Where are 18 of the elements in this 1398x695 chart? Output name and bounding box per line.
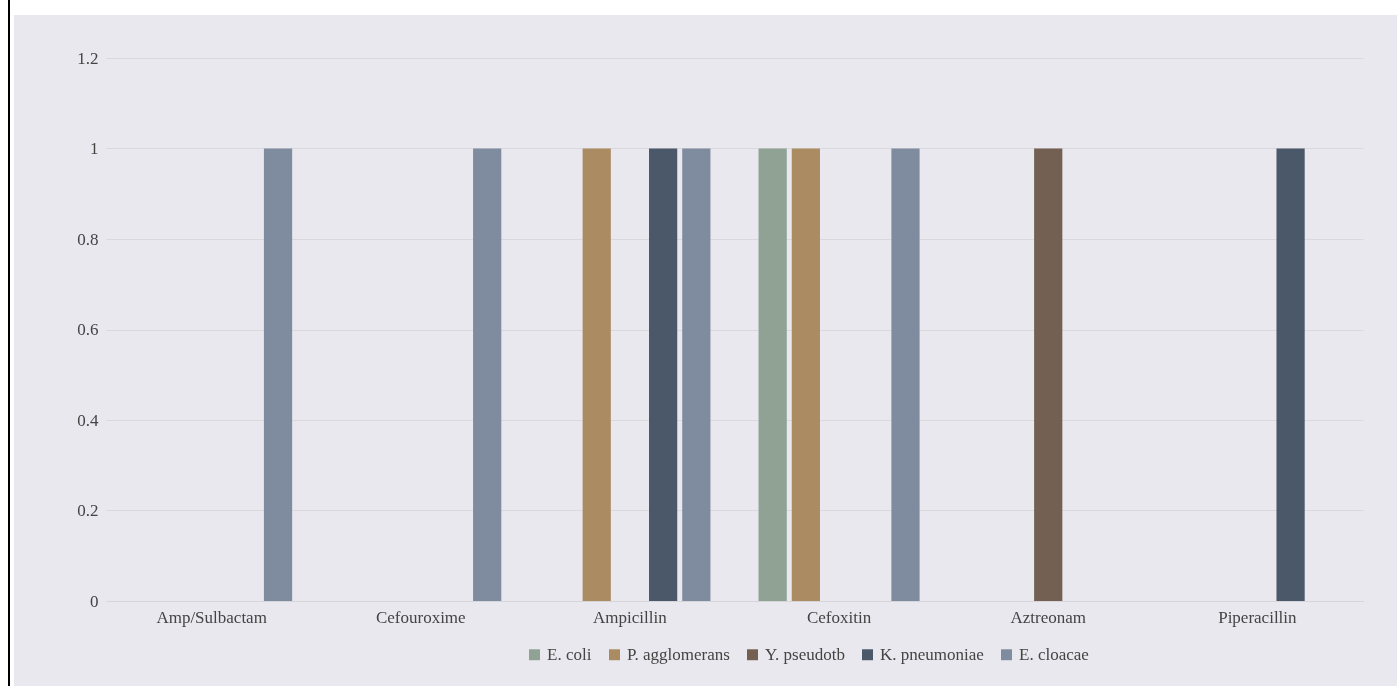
y-tick-label: 0.2 <box>77 501 99 520</box>
x-tick-label: Piperacillin <box>1218 607 1298 627</box>
x-tick-label: Cefoxitin <box>806 607 872 627</box>
y-tick-label: 0.4 <box>77 410 99 430</box>
legend-label: E. cloacae <box>1019 644 1089 664</box>
y-tick-label: 0 <box>90 591 99 611</box>
y-tick-label: 1 <box>90 139 99 158</box>
legend-label: K. pneumoniae <box>880 644 984 664</box>
x-tick-label: Aztreonam <box>1010 607 1086 627</box>
x-tick-label: Cefouroxime <box>375 607 466 627</box>
y-tick-label: 0.6 <box>77 320 99 339</box>
y-tick-label: 1.2 <box>77 48 99 68</box>
legend-label: Y. pseudotb <box>765 644 845 664</box>
y-tick-label: 0.8 <box>77 229 99 249</box>
x-tick-label: Amp/Sulbactam <box>156 607 267 627</box>
x-tick-label: Ampicillin <box>593 607 668 627</box>
legend-label: P. agglomerans <box>627 644 730 664</box>
legend-label: E. coli <box>547 644 592 664</box>
